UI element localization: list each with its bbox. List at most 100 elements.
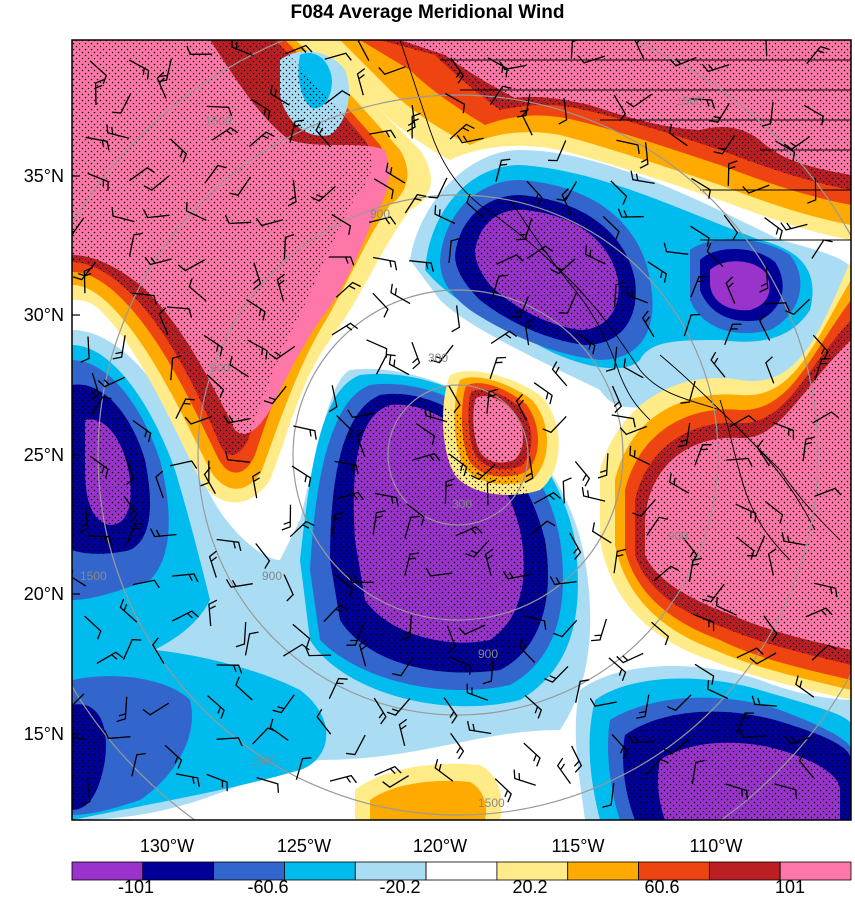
wind-barb	[253, 262, 262, 290]
wind-barb	[775, 140, 796, 162]
wind-barb	[90, 396, 112, 416]
wind-barb	[495, 158, 511, 182]
wind-barb	[692, 613, 715, 632]
wind-barb	[203, 467, 216, 495]
wind-barb	[331, 322, 359, 336]
wind-barb	[611, 385, 623, 413]
ring-label: 1500	[205, 114, 232, 128]
wind-barb	[79, 506, 89, 533]
wind-barb	[328, 677, 348, 699]
wind-barb	[499, 61, 527, 71]
wind-barb	[369, 129, 397, 139]
wind-barb	[812, 411, 840, 424]
wind-barb	[132, 419, 152, 443]
wind-barbs	[72, 40, 842, 808]
wind-barb	[795, 675, 815, 698]
wind-barb	[434, 759, 454, 782]
wind-barb	[484, 548, 494, 576]
wind-barb	[448, 453, 468, 476]
longitude-label: 115°W	[552, 836, 605, 856]
wind-barb	[287, 179, 297, 207]
wind-barb	[727, 160, 738, 186]
wind-barb	[156, 71, 167, 99]
wind-barb	[334, 574, 354, 598]
wind-barb	[548, 140, 567, 162]
wind-barb	[231, 40, 253, 56]
wind-barb	[390, 283, 411, 305]
wind-barb	[805, 607, 833, 618]
wind-barb	[749, 652, 777, 665]
wind-barb	[490, 330, 518, 345]
wind-barb	[616, 652, 644, 664]
wind-barb	[125, 457, 135, 485]
ring-label: 900	[210, 361, 230, 375]
wind-barb	[72, 736, 85, 740]
wind-barb	[406, 105, 416, 132]
wind-barb	[764, 500, 784, 524]
wind-barb	[222, 414, 250, 424]
wind-barb	[575, 679, 590, 703]
wind-barb	[544, 665, 569, 683]
longitude-label: 110°W	[690, 836, 743, 856]
wind-barb	[446, 625, 456, 653]
wind-barb	[533, 491, 561, 504]
wind-barb	[87, 172, 109, 191]
latitude-label: 30°N	[24, 305, 64, 325]
wind-barb	[549, 576, 577, 586]
wind-barb	[331, 511, 344, 537]
latitude-label: 35°N	[24, 166, 64, 186]
wind-barb	[204, 164, 227, 184]
wind-barb	[489, 356, 507, 380]
wind-barb	[613, 94, 627, 122]
wind-barb	[516, 218, 533, 241]
wind-barb	[450, 732, 465, 760]
wind-barb	[486, 479, 497, 506]
wind-barb	[329, 774, 358, 784]
wind-barb	[72, 217, 85, 236]
range-rings	[72, 40, 851, 820]
map-title: F084 Average Meridional Wind	[290, 2, 565, 23]
wind-barb	[413, 452, 441, 462]
wind-barb	[558, 292, 577, 314]
wind-barb	[96, 651, 124, 664]
wind-barb	[526, 180, 543, 206]
wind-barb	[224, 215, 252, 225]
wind-barb	[175, 398, 195, 419]
wind-barb	[735, 503, 757, 523]
wind-barb	[225, 579, 253, 588]
wind-barb	[542, 415, 567, 434]
wind-barb	[702, 583, 725, 603]
wind-barb	[143, 175, 170, 191]
wind-barb	[669, 56, 697, 67]
wind-barb	[798, 752, 815, 779]
wind-barb	[378, 66, 406, 75]
wind-barb	[551, 361, 568, 387]
wind-barb	[283, 643, 310, 657]
wind-barb	[553, 619, 578, 638]
wind-barb	[206, 374, 225, 399]
wind-barb	[224, 450, 250, 463]
wind-barb	[272, 694, 295, 714]
wind-barb	[561, 188, 572, 216]
wind-barb	[404, 515, 420, 539]
latitude-label: 15°N	[24, 724, 64, 744]
wind-barb	[203, 334, 223, 357]
wind-barb	[803, 104, 824, 126]
wind-barb	[763, 302, 790, 312]
wind-barb	[521, 108, 533, 136]
wind-barb	[690, 225, 710, 247]
wind-barb	[513, 769, 536, 786]
wind-barb	[584, 245, 606, 265]
wind-barb	[152, 637, 165, 665]
wind-barb	[229, 176, 252, 196]
wind-barb	[756, 439, 770, 467]
wind-barb	[736, 647, 764, 659]
wind-barb	[613, 281, 625, 307]
wind-barb	[85, 136, 110, 151]
wind-barb	[526, 245, 554, 259]
wind-barb	[630, 170, 655, 185]
wind-barb	[336, 491, 365, 500]
wind-barb	[89, 60, 108, 85]
wind-barb	[170, 355, 182, 381]
